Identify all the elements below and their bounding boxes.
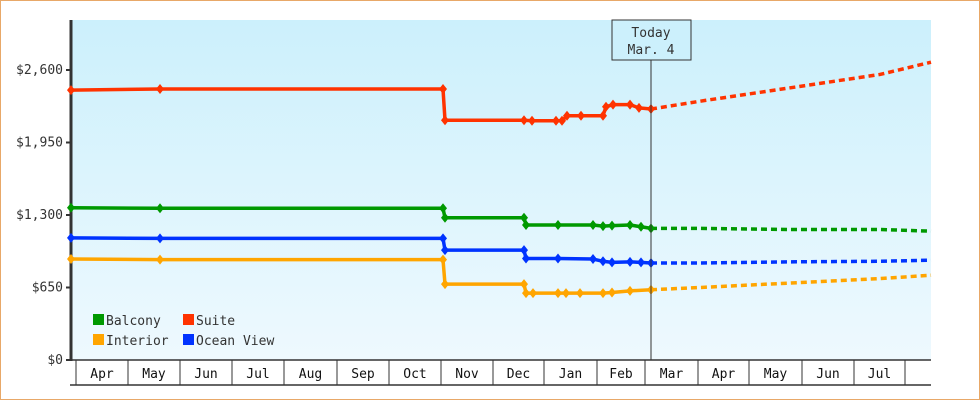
- data-point[interactable]: [529, 288, 537, 299]
- data-point[interactable]: [156, 233, 164, 244]
- x-month-label: Apr: [90, 367, 114, 382]
- x-month-label: Aug: [299, 367, 322, 382]
- data-point[interactable]: [563, 110, 571, 121]
- data-point[interactable]: [576, 288, 584, 299]
- series-lines: [67, 60, 932, 299]
- legend: Balcony Suite Interior Ocean View: [93, 314, 274, 349]
- data-point[interactable]: [562, 288, 570, 299]
- x-month-label: May: [142, 367, 166, 382]
- data-point[interactable]: [599, 256, 607, 267]
- x-month-label: Apr: [712, 367, 736, 382]
- x-axis: Apr May Jun Jul Aug Sep Oct Nov Dec Jan Feb Mar Apr M…: [70, 359, 931, 386]
- data-point[interactable]: [441, 212, 449, 223]
- x-month-label: Jul: [868, 367, 891, 382]
- forecast-line: [651, 258, 932, 265]
- series-interior: [67, 254, 932, 299]
- data-point[interactable]: [589, 254, 597, 265]
- plot-area: [71, 20, 931, 360]
- data-point[interactable]: [554, 288, 562, 299]
- data-point[interactable]: [441, 245, 449, 256]
- data-point[interactable]: [522, 288, 530, 299]
- data-point[interactable]: [577, 110, 585, 121]
- data-point[interactable]: [608, 220, 616, 231]
- data-point[interactable]: [528, 115, 536, 126]
- data-point[interactable]: [637, 257, 645, 268]
- forecast-line: [650, 273, 932, 292]
- data-point[interactable]: [67, 85, 75, 96]
- x-month-label: Jan: [559, 367, 582, 382]
- data-point[interactable]: [626, 285, 634, 296]
- legend-label: Ocean View: [196, 334, 274, 349]
- today-date: Mar. 4: [628, 43, 675, 58]
- data-point[interactable]: [637, 221, 645, 232]
- data-point[interactable]: [602, 101, 610, 112]
- y-tick-label: $1,950: [16, 136, 63, 151]
- forecast-line: [650, 60, 932, 111]
- forecast-line: [651, 226, 932, 233]
- data-point[interactable]: [608, 287, 616, 298]
- data-point[interactable]: [635, 102, 643, 113]
- legend-swatch: [93, 314, 104, 325]
- y-axis: $0 $650 $1,300 $1,950 $2,600: [16, 20, 73, 368]
- legend-label: Suite: [196, 314, 235, 329]
- y-tick-label: $2,600: [16, 63, 63, 78]
- legend-label: Interior: [106, 334, 169, 349]
- x-month-label: Feb: [609, 367, 633, 382]
- data-point[interactable]: [439, 254, 447, 265]
- y-tick-label: $1,300: [16, 208, 63, 223]
- data-point[interactable]: [439, 203, 447, 214]
- data-point[interactable]: [67, 202, 75, 213]
- data-point[interactable]: [626, 256, 634, 267]
- data-point[interactable]: [156, 254, 164, 265]
- data-point[interactable]: [67, 254, 75, 265]
- data-point[interactable]: [522, 253, 530, 264]
- data-point[interactable]: [554, 253, 562, 264]
- legend-swatch: [93, 334, 104, 345]
- legend-swatch: [183, 334, 194, 345]
- today-label: Today: [631, 26, 670, 41]
- x-month-label: Jul: [246, 367, 269, 382]
- data-point[interactable]: [599, 110, 607, 121]
- x-month-label: Jun: [194, 367, 217, 382]
- data-point[interactable]: [520, 279, 528, 290]
- data-point[interactable]: [599, 288, 607, 299]
- x-month-label: Mar: [660, 367, 684, 382]
- series-suite: [67, 60, 932, 126]
- data-point[interactable]: [67, 232, 75, 243]
- data-point[interactable]: [156, 83, 164, 94]
- data-point[interactable]: [439, 83, 447, 94]
- today-marker: Today Mar. 4: [611, 19, 692, 360]
- data-point[interactable]: [558, 115, 566, 126]
- x-month-label: Nov: [455, 367, 479, 382]
- series-balcony: [67, 202, 932, 234]
- x-month-label: Sep: [351, 367, 375, 382]
- x-month-label: May: [764, 367, 788, 382]
- series-ocean-view: [67, 232, 932, 268]
- x-month-label: Jun: [816, 367, 839, 382]
- data-point[interactable]: [554, 220, 562, 231]
- data-point[interactable]: [522, 220, 530, 231]
- x-month-label: Dec: [507, 367, 530, 382]
- legend-label: Balcony: [106, 314, 161, 329]
- data-point[interactable]: [626, 99, 634, 110]
- data-point[interactable]: [520, 115, 528, 126]
- data-point[interactable]: [552, 115, 560, 126]
- data-point[interactable]: [608, 257, 616, 268]
- data-point[interactable]: [626, 220, 634, 231]
- x-month-label: Oct: [403, 367, 426, 382]
- data-point[interactable]: [156, 203, 164, 214]
- data-point[interactable]: [609, 99, 617, 110]
- y-tick-label: $0: [47, 353, 63, 368]
- data-point[interactable]: [589, 220, 597, 231]
- data-point[interactable]: [599, 221, 607, 232]
- data-point[interactable]: [441, 115, 449, 126]
- data-point[interactable]: [441, 279, 449, 290]
- data-point[interactable]: [439, 233, 447, 244]
- data-point[interactable]: [520, 245, 528, 256]
- legend-swatch: [183, 314, 194, 325]
- y-tick-label: $650: [32, 281, 63, 296]
